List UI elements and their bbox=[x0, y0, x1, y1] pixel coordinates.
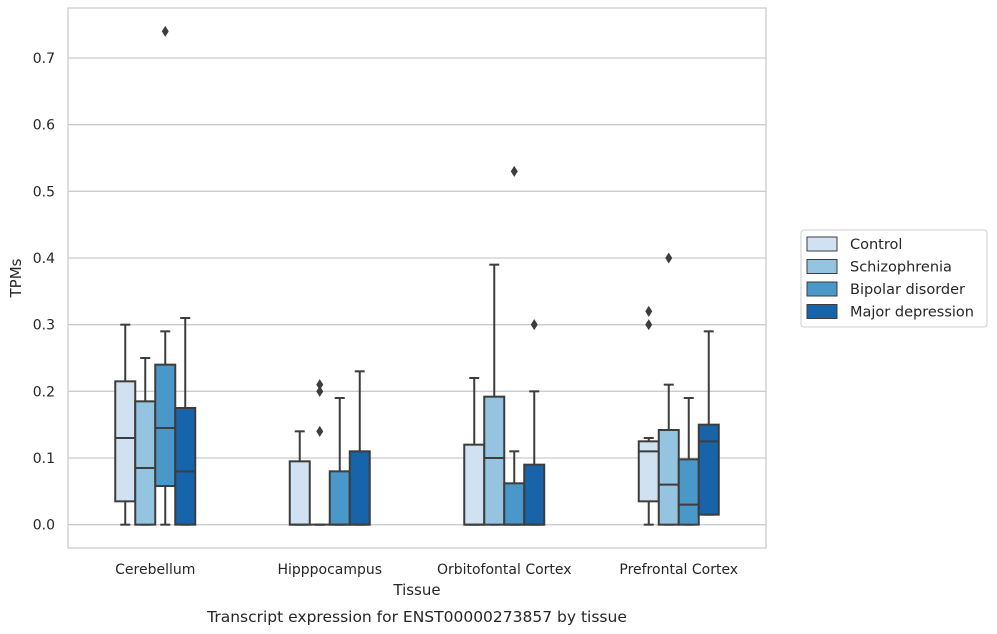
box-body bbox=[328, 470, 351, 526]
box-3-2 bbox=[483, 263, 506, 526]
box-body bbox=[348, 450, 371, 526]
legend-swatch bbox=[806, 281, 838, 297]
y-axis-label: TPMs bbox=[7, 258, 25, 298]
legend-swatch bbox=[806, 259, 838, 274]
box-2-4 bbox=[348, 370, 371, 526]
legend-label: Major depression bbox=[850, 305, 974, 321]
box-4-3 bbox=[677, 397, 700, 526]
box-body bbox=[483, 395, 506, 526]
legend-label: Control bbox=[850, 237, 902, 253]
box-1-1 bbox=[114, 323, 137, 526]
x-tick-label: Prefrontal Cortex bbox=[619, 562, 738, 578]
box-3-4 bbox=[523, 319, 546, 526]
box-body bbox=[174, 407, 197, 526]
box-body bbox=[288, 460, 311, 526]
box-body bbox=[134, 400, 157, 526]
chart-caption: Transcript expression for ENST0000027385… bbox=[206, 608, 627, 626]
box-4-1 bbox=[637, 305, 660, 526]
box-3-1 bbox=[463, 377, 486, 526]
box-body bbox=[154, 363, 177, 487]
box-2-2 bbox=[309, 379, 330, 526]
box-3-3 bbox=[503, 165, 526, 526]
legend-swatch bbox=[806, 304, 838, 319]
box-1-2 bbox=[134, 357, 157, 526]
plot-frame bbox=[67, 7, 767, 549]
box-body bbox=[697, 423, 720, 516]
outlier-point bbox=[316, 379, 324, 391]
x-tick-label: Orbitofontal Cortex bbox=[437, 562, 572, 578]
legend: Control Schizophrenia Bipolar disorder Majo… bbox=[800, 229, 988, 328]
legend-label: Schizophrenia bbox=[850, 260, 952, 276]
y-tick-label: 0.2 bbox=[33, 384, 55, 400]
legend-swatch bbox=[806, 236, 838, 252]
outlier-point bbox=[645, 319, 653, 331]
y-tick-label: 0.6 bbox=[33, 118, 55, 134]
box-body bbox=[114, 380, 137, 503]
outlier-point bbox=[316, 385, 324, 397]
y-tick-label: 0.7 bbox=[33, 51, 55, 67]
x-tick-label: Hipppocampus bbox=[277, 562, 382, 578]
y-axis-ticks: 0.0 0.1 0.2 0.3 0.4 0.5 0.6 0.7 bbox=[33, 51, 55, 534]
box-2-3 bbox=[328, 397, 351, 526]
x-axis-ticks: Cerebellum Hipppocampus Orbitofontal Corte… bbox=[115, 562, 738, 578]
y-tick-label: 0.5 bbox=[33, 184, 55, 200]
outlier-point bbox=[645, 305, 653, 317]
legend-label: Bipolar disorder bbox=[850, 282, 965, 298]
outlier-point bbox=[161, 25, 169, 37]
box-1-3 bbox=[154, 25, 177, 526]
box-4-2 bbox=[657, 252, 680, 526]
legend-frame bbox=[800, 229, 988, 328]
boxes bbox=[114, 25, 720, 526]
y-tick-label: 0.0 bbox=[33, 518, 55, 534]
box-2-1 bbox=[288, 430, 311, 526]
outlier-point bbox=[510, 165, 518, 177]
box-body bbox=[523, 463, 546, 526]
box-body bbox=[463, 443, 486, 526]
box-body bbox=[657, 429, 680, 526]
box-body bbox=[677, 458, 700, 526]
box-1-4 bbox=[174, 317, 197, 526]
y-tick-label: 0.3 bbox=[33, 318, 55, 334]
box-body bbox=[503, 482, 526, 526]
x-tick-label: Cerebellum bbox=[115, 562, 195, 578]
outlier-point bbox=[316, 425, 324, 437]
y-tick-label: 0.4 bbox=[33, 251, 55, 267]
box-4-4 bbox=[697, 330, 720, 516]
x-axis-label: Tissue bbox=[392, 581, 440, 599]
outlier-point bbox=[530, 319, 538, 331]
outlier-point bbox=[665, 252, 673, 264]
y-tick-label: 0.1 bbox=[33, 451, 55, 467]
